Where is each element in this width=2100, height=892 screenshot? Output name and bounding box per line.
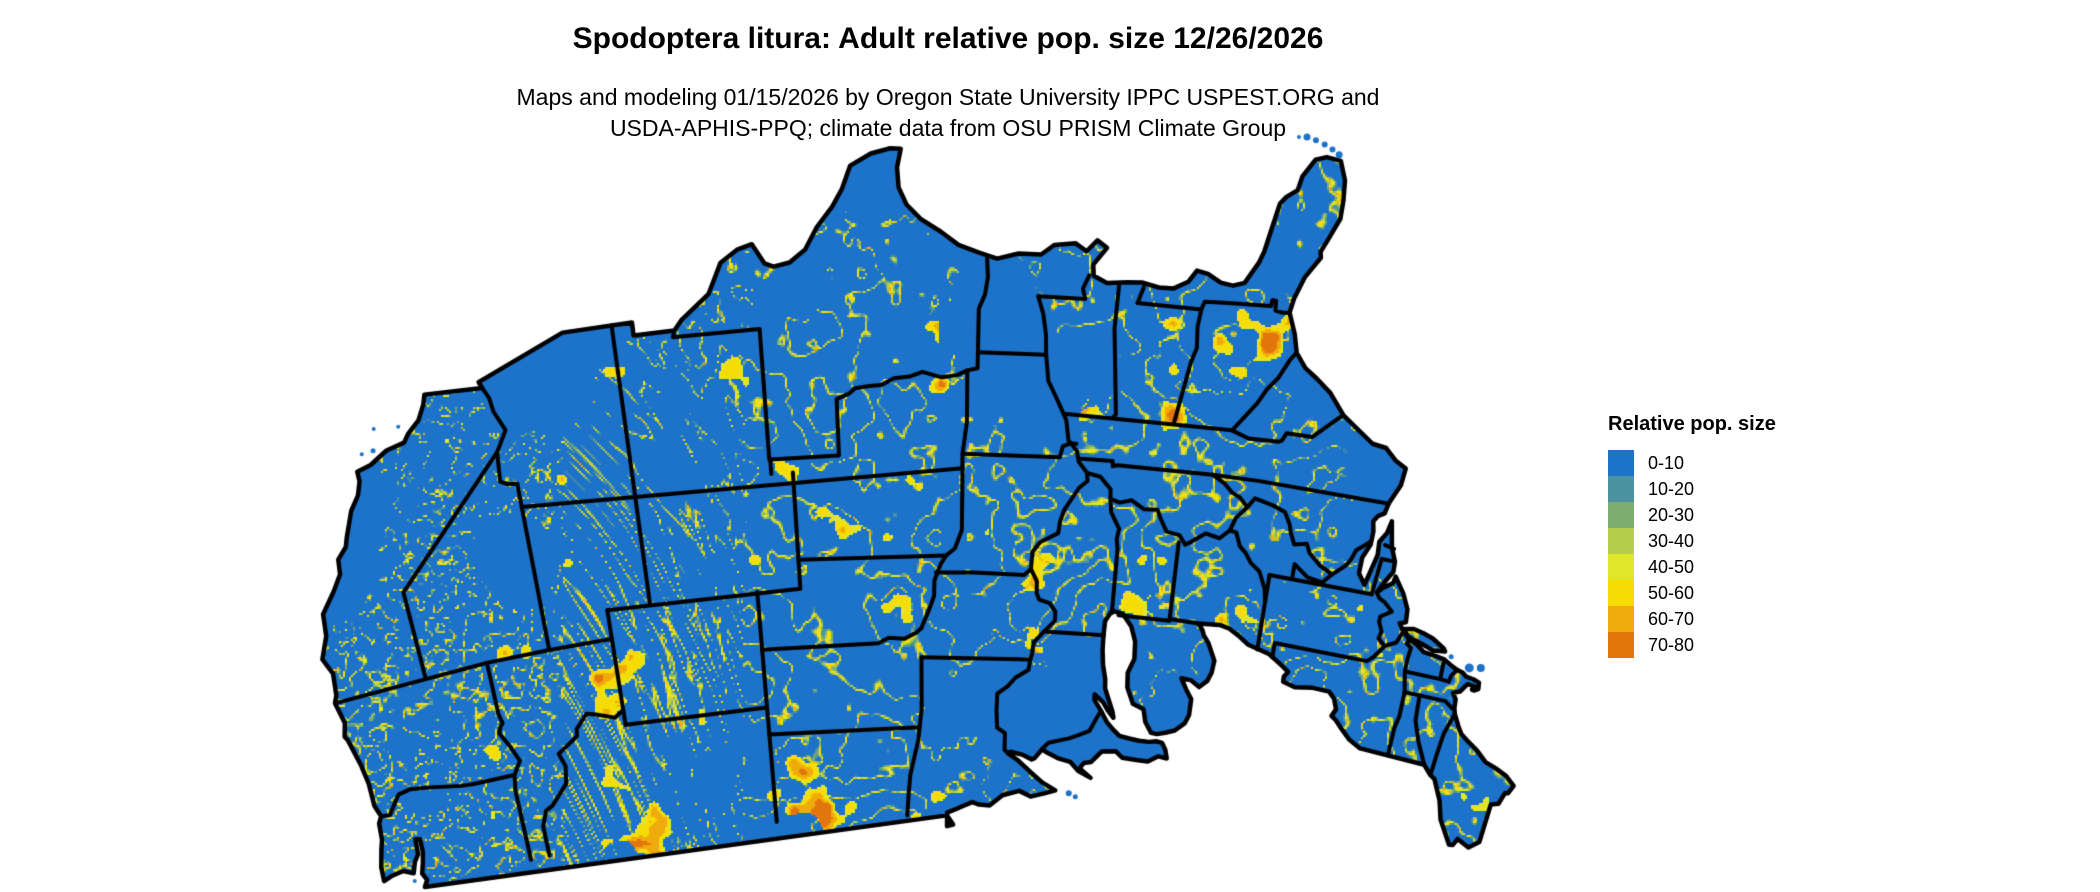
legend-swatch [1608, 606, 1634, 632]
legend-items: 0-10 10-20 20-30 30-40 40-50 50-60 60-70 70-80 [1608, 450, 1776, 658]
legend-swatch [1608, 476, 1634, 502]
legend-row: 30-40 [1608, 528, 1776, 554]
legend-label: 60-70 [1648, 609, 1695, 629]
legend-label: 70-80 [1648, 635, 1695, 655]
legend-swatch [1608, 580, 1634, 606]
legend-row: 70-80 [1608, 632, 1776, 658]
figure-title: Spodoptera litura: Adult relative pop. s… [572, 22, 1324, 55]
figure-subtitle: Maps and modeling 01/15/2026 by Oregon S… [0, 82, 1896, 144]
legend-label: 20-30 [1648, 505, 1695, 525]
legend: Relative pop. size 0-10 10-20 20-30 30-40 40… [1608, 413, 1776, 658]
legend-label: 50-60 [1648, 583, 1695, 603]
legend-row: 40-50 [1608, 554, 1776, 580]
legend-label: 40-50 [1648, 557, 1695, 577]
legend-swatch [1608, 502, 1634, 528]
legend-swatch [1608, 528, 1634, 554]
legend-row: 60-70 [1608, 606, 1776, 632]
legend-row: 20-30 [1608, 502, 1776, 528]
legend-swatch [1608, 554, 1634, 580]
subtitle-line-2: USDA-APHIS-PPQ; climate data from OSU PR… [609, 115, 1287, 141]
legend-swatch [1608, 450, 1634, 476]
legend-row: 10-20 [1608, 476, 1776, 502]
legend-title: Relative pop. size [1608, 413, 1776, 435]
legend-label: 10-20 [1648, 479, 1695, 499]
subtitle-line-1: Maps and modeling 01/15/2026 by Oregon S… [516, 84, 1380, 110]
legend-label: 0-10 [1648, 453, 1685, 473]
legend-row: 0-10 [1608, 450, 1776, 476]
legend-row: 50-60 [1608, 580, 1776, 606]
legend-label: 30-40 [1648, 531, 1695, 551]
legend-swatch [1608, 632, 1634, 658]
